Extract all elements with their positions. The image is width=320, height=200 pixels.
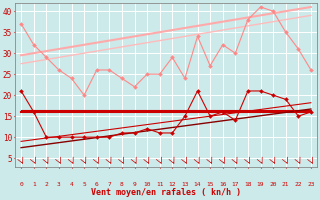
X-axis label: Vent moyen/en rafales ( kn/h ): Vent moyen/en rafales ( kn/h ): [91, 188, 241, 197]
